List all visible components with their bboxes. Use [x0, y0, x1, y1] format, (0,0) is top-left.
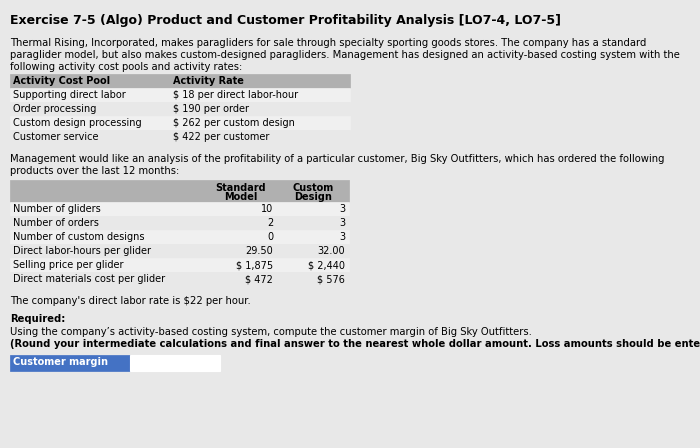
Text: The company's direct labor rate is $22 per hour.: The company's direct labor rate is $22 p…	[10, 296, 251, 306]
Text: Activity Cost Pool: Activity Cost Pool	[13, 76, 110, 86]
Text: Selling price per glider: Selling price per glider	[13, 260, 123, 270]
Bar	[10, 74, 350, 88]
Text: $ 190 per order: $ 190 per order	[173, 104, 249, 114]
Bar	[130, 355, 220, 371]
Bar	[10, 88, 350, 102]
Text: Exercise 7-5 (Algo) Product and Customer Profitability Analysis [LO7-4, LO7-5]: Exercise 7-5 (Algo) Product and Customer…	[10, 14, 561, 27]
Bar	[10, 202, 349, 216]
Text: Supporting direct labor: Supporting direct labor	[13, 90, 126, 100]
Text: $ 422 per customer: $ 422 per customer	[173, 132, 270, 142]
Text: Standard: Standard	[216, 183, 266, 193]
Text: $ 472: $ 472	[245, 274, 273, 284]
Bar	[10, 102, 350, 116]
Text: following activity cost pools and activity rates:: following activity cost pools and activi…	[10, 62, 242, 72]
Text: paraglider model, but also makes custom-designed paragliders. Management has des: paraglider model, but also makes custom-…	[10, 50, 680, 60]
Bar	[10, 130, 350, 144]
Text: Customer service: Customer service	[13, 132, 99, 142]
Text: Custom design processing: Custom design processing	[13, 118, 141, 128]
Text: Order processing: Order processing	[13, 104, 97, 114]
Text: Model: Model	[224, 192, 258, 202]
Text: products over the last 12 months:: products over the last 12 months:	[10, 166, 179, 176]
Text: $ 18 per direct labor-hour: $ 18 per direct labor-hour	[173, 90, 298, 100]
Text: Number of gliders: Number of gliders	[13, 204, 101, 214]
Text: Activity Rate: Activity Rate	[173, 76, 244, 86]
Text: Number of orders: Number of orders	[13, 218, 99, 228]
Bar	[10, 230, 349, 244]
Text: $ 576: $ 576	[317, 274, 345, 284]
Text: Custom: Custom	[293, 183, 334, 193]
Text: 32.00: 32.00	[317, 246, 345, 256]
Text: 2: 2	[267, 218, 273, 228]
Bar	[10, 244, 349, 258]
Text: Customer margin: Customer margin	[13, 357, 108, 367]
Text: 3: 3	[339, 204, 345, 214]
Text: 29.50: 29.50	[245, 246, 273, 256]
Text: (Round your intermediate calculations and final answer to the nearest whole doll: (Round your intermediate calculations an…	[10, 339, 700, 349]
Text: 10: 10	[260, 204, 273, 214]
Bar	[10, 355, 130, 371]
Bar	[10, 272, 349, 286]
Text: 3: 3	[339, 232, 345, 242]
Text: Management would like an analysis of the profitability of a particular customer,: Management would like an analysis of the…	[10, 154, 664, 164]
Text: Number of custom designs: Number of custom designs	[13, 232, 144, 242]
Text: Thermal Rising, Incorporated, makes paragliders for sale through specialty sport: Thermal Rising, Incorporated, makes para…	[10, 38, 646, 48]
Text: $ 2,440: $ 2,440	[308, 260, 345, 270]
Text: $ 262 per custom design: $ 262 per custom design	[173, 118, 295, 128]
Text: 3: 3	[339, 218, 345, 228]
Text: Required:: Required:	[10, 314, 65, 324]
Bar	[10, 116, 350, 130]
Text: Using the company’s activity-based costing system, compute the customer margin o: Using the company’s activity-based costi…	[10, 327, 535, 337]
Text: Design: Design	[294, 192, 332, 202]
Text: Direct materials cost per glider: Direct materials cost per glider	[13, 274, 165, 284]
Text: Direct labor-hours per glider: Direct labor-hours per glider	[13, 246, 151, 256]
Bar	[10, 180, 349, 202]
Text: 0: 0	[267, 232, 273, 242]
Bar	[10, 258, 349, 272]
Text: $ 1,875: $ 1,875	[236, 260, 273, 270]
Bar	[10, 216, 349, 230]
